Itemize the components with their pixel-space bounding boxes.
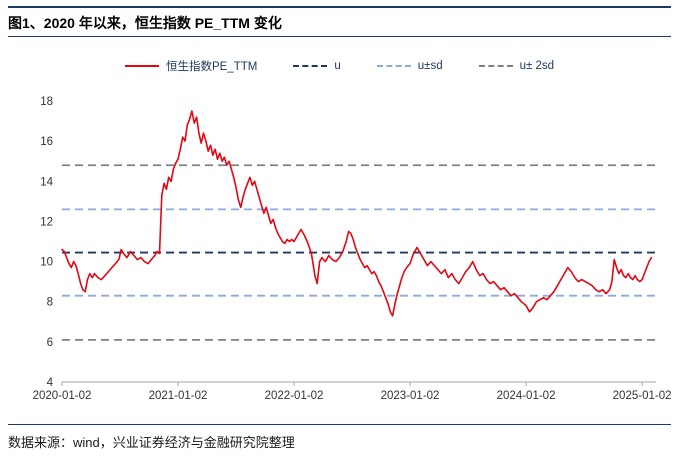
- x-tick-label: 2023-01-02: [381, 390, 440, 402]
- legend-label-hsi-pe-ttm: 恒生指数PE_TTM: [165, 61, 258, 73]
- y-tick-label: 18: [40, 96, 53, 108]
- y-tick-label: 4: [47, 377, 54, 389]
- legend-label-u: u: [334, 60, 341, 72]
- x-tick-label: 2020-01-02: [33, 390, 92, 402]
- x-tick-label: 2024-01-02: [497, 390, 556, 402]
- chart-legend: 恒生指数PE_TTM u u±sd u± 2sd: [0, 58, 679, 74]
- title-divider: [8, 36, 671, 37]
- legend-label-u-sd: u±sd: [417, 60, 443, 72]
- y-tick-label: 12: [40, 216, 53, 228]
- legend-label-u-2sd: u± 2sd: [519, 60, 555, 72]
- y-tick-label: 6: [47, 337, 53, 349]
- pe-ttm-chart: 4 6 8 10 12 14 16 18 2020-01-02 2021-01-02 2022-01…: [0, 84, 679, 419]
- legend-item-hsi-pe-ttm: 恒生指数PE_TTM: [124, 58, 258, 74]
- gray-dashed-swatch-icon: [478, 65, 513, 67]
- red-line-swatch-icon: [124, 65, 159, 67]
- y-tick-label: 8: [47, 297, 53, 309]
- blue-dashed-swatch-icon: [376, 65, 411, 67]
- x-tick-label: 2025-01-02: [613, 390, 672, 402]
- pe-ttm-chart-svg: 4 6 8 10 12 14 16 18 2020-01-02 2021-01-02 2022-01…: [33, 96, 672, 402]
- series-line-hsi-pe-ttm: [61, 110, 653, 317]
- navy-dashed-swatch-icon: [293, 65, 328, 67]
- legend-item-u-2sd: u± 2sd: [478, 60, 555, 72]
- top-divider: [8, 6, 671, 8]
- x-tick-label: 2021-01-02: [149, 390, 208, 402]
- data-source-note: 数据来源：wind，兴业证券经济与金融研究院整理: [8, 435, 295, 450]
- legend-item-u-sd: u±sd: [376, 60, 443, 72]
- y-tick-label: 14: [40, 176, 53, 188]
- y-tick-label: 10: [40, 257, 53, 269]
- x-tick-label: 2022-01-02: [265, 390, 324, 402]
- y-tick-label: 16: [40, 136, 53, 148]
- figure-title: 图1、2020 年以来，恒生指数 PE_TTM 变化: [8, 15, 282, 31]
- legend-item-u: u: [293, 60, 341, 72]
- footer-divider: [8, 424, 671, 425]
